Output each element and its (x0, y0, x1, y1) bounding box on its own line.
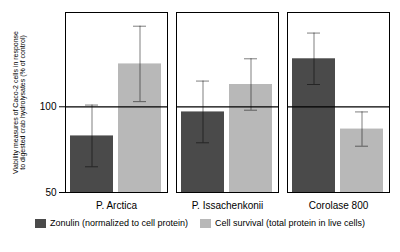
svg-text:P. Arctica: P. Arctica (96, 200, 137, 211)
html-text:Zonulin (normalized to cell pr: Zonulin (normalized to cell protein) (49, 218, 188, 228)
svg-text:50: 50 (45, 187, 57, 198)
svg-text:Viability measures of Caco-2 c: Viability measures of Caco-2 cells in re… (12, 31, 27, 174)
html-text:Cell survival (total protein i: Cell survival (total protein in live cel… (215, 218, 366, 228)
svg-text:P. Issachenkonii: P. Issachenkonii (192, 200, 264, 211)
svg-text:Corolase 800: Corolase 800 (309, 200, 369, 211)
svg-text:100: 100 (40, 101, 57, 112)
